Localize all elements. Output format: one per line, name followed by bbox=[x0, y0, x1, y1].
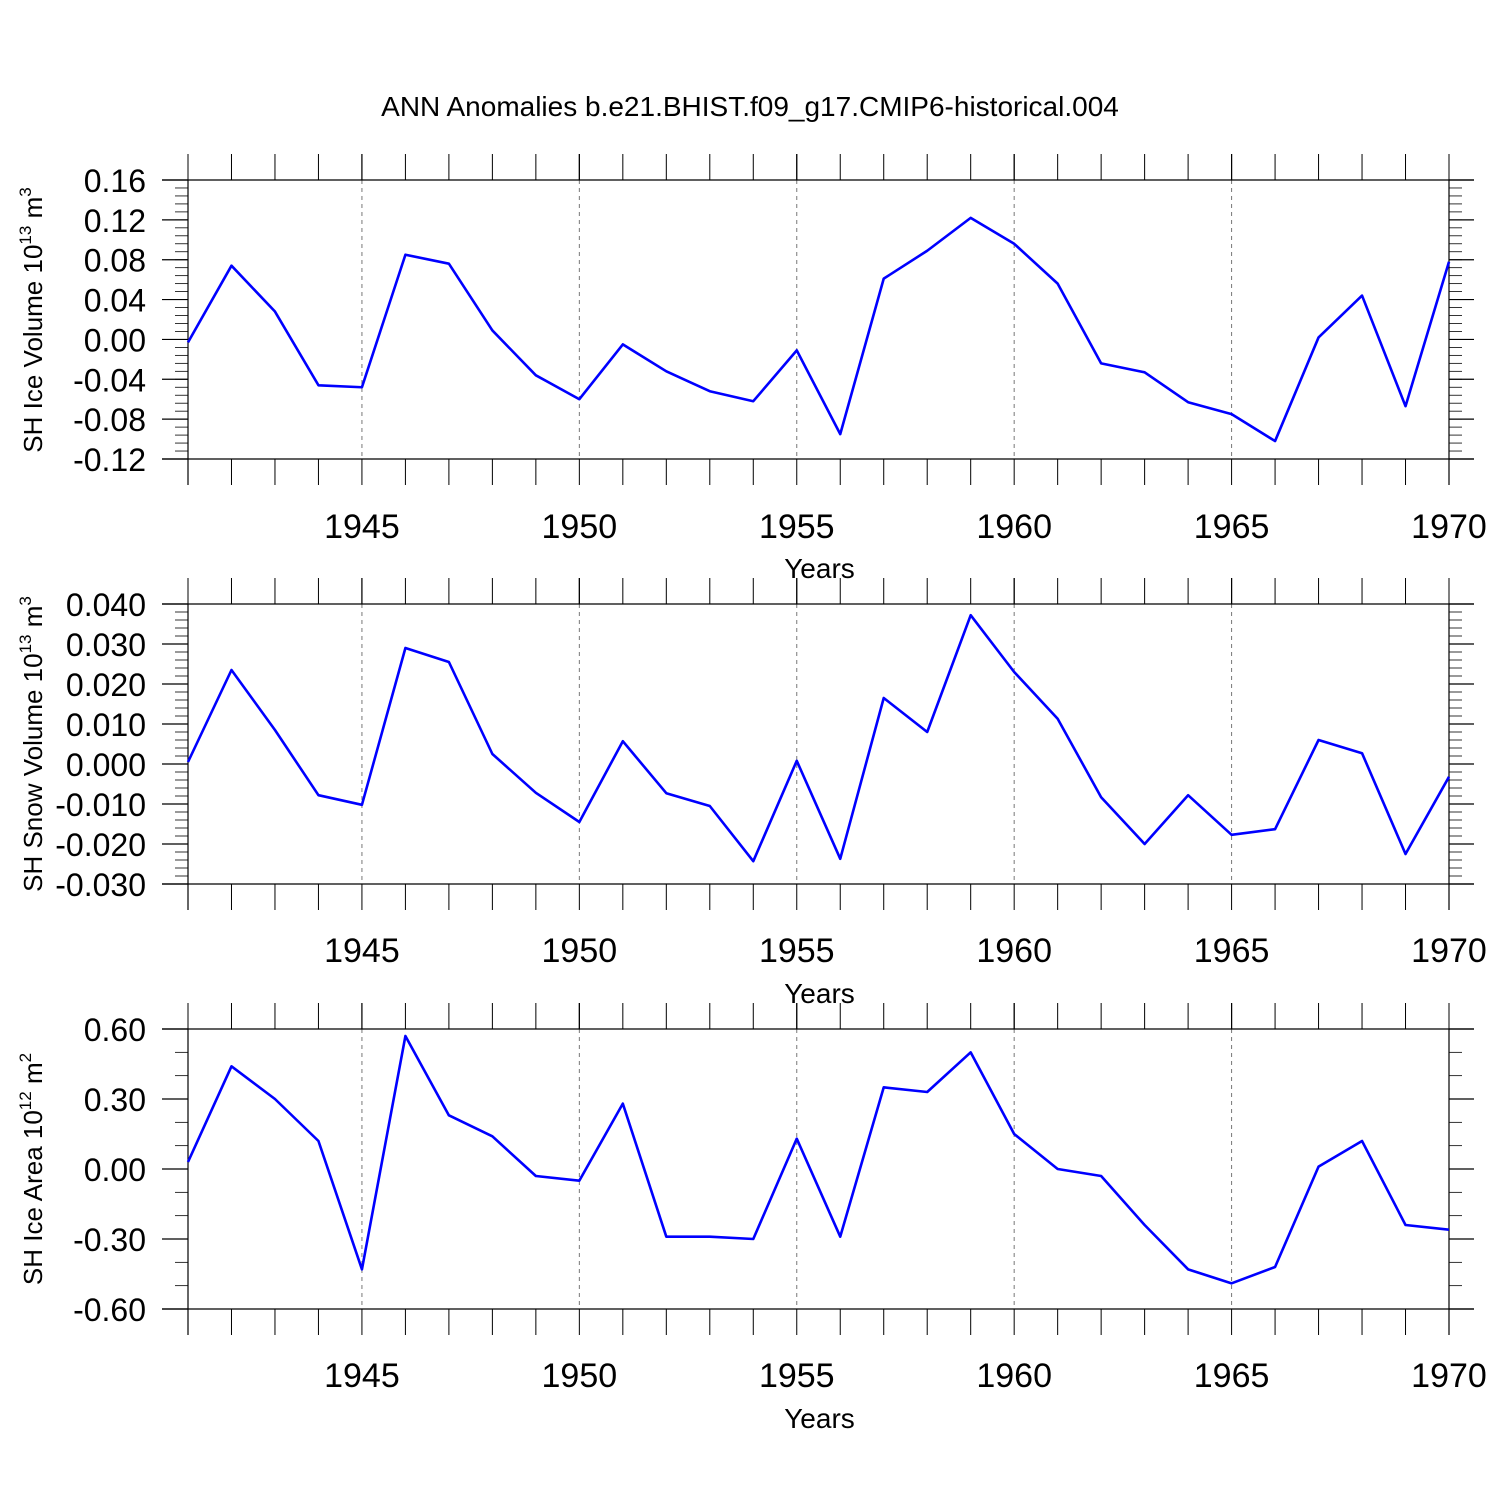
panel-ice-volume: 1945 1950 1955 1960 1965 1970 -0.12 -0.08 -0.04 0… bbox=[16, 154, 1487, 584]
y-axis-label-text: SH Ice Volume 10 bbox=[18, 245, 48, 453]
y-tick-label: 0.020 bbox=[66, 667, 146, 703]
x-tick-label: 1945 bbox=[324, 508, 400, 546]
y-tick-label: 0.30 bbox=[84, 1082, 146, 1118]
y-tick-label: 0.010 bbox=[66, 707, 146, 743]
x-tick-label: 1965 bbox=[1194, 1357, 1270, 1395]
y-tick-label: 0.60 bbox=[84, 1012, 146, 1048]
x-tick-label: 1955 bbox=[759, 1357, 835, 1395]
y-axis-label: SH Ice Area 1012 m2 bbox=[16, 1053, 48, 1285]
y-axis-label: SH Snow Volume 1013 m3 bbox=[16, 596, 48, 892]
x-tick-label: 1965 bbox=[1194, 932, 1270, 970]
y-tick-label: 0.08 bbox=[84, 243, 146, 279]
series-line bbox=[188, 218, 1449, 441]
y-axis-label-unit-exponent: 2 bbox=[16, 1053, 35, 1062]
y-axis-label-unit-exponent: 3 bbox=[16, 187, 35, 196]
x-axis-label: Years bbox=[784, 978, 855, 1009]
y-tick-label: -0.08 bbox=[73, 402, 146, 438]
x-tick-label: 1960 bbox=[976, 508, 1052, 546]
panel-snow-volume: 1945 1950 1955 1960 1965 1970 -0.030 -0.020 -0.0… bbox=[16, 578, 1487, 1009]
y-tick-label: -0.010 bbox=[55, 787, 146, 823]
x-tick-label: 1970 bbox=[1411, 508, 1487, 546]
y-tick-label: 0.04 bbox=[84, 283, 146, 319]
x-axis-label: Years bbox=[784, 1403, 855, 1434]
x-tick-label: 1955 bbox=[759, 932, 835, 970]
x-tick-label: 1970 bbox=[1411, 932, 1487, 970]
y-tick-label: 0.16 bbox=[84, 163, 146, 199]
y-axis-label-exponent: 13 bbox=[16, 634, 35, 653]
series-line bbox=[188, 1036, 1449, 1283]
y-axis-label-unit: m bbox=[18, 1062, 48, 1091]
y-axis-label-unit: m bbox=[18, 606, 48, 635]
y-axis-label-unit-exponent: 3 bbox=[16, 596, 35, 605]
y-tick-label: 0.030 bbox=[66, 627, 146, 663]
x-axis-label: Years bbox=[784, 553, 855, 584]
x-tick-label: 1955 bbox=[759, 508, 835, 546]
y-tick-label: -0.04 bbox=[73, 362, 146, 398]
panel-ice-area: 1945 1950 1955 1960 1965 1970 -0.60 -0.30 0.00 0.… bbox=[16, 1003, 1487, 1434]
figure-title: ANN Anomalies b.e21.BHIST.f09_g17.CMIP6-… bbox=[381, 91, 1119, 122]
x-tick-label: 1960 bbox=[976, 1357, 1052, 1395]
y-tick-label: -0.30 bbox=[73, 1222, 146, 1258]
x-tick-label: 1950 bbox=[542, 932, 618, 970]
x-tick-label: 1960 bbox=[976, 932, 1052, 970]
y-axis-label-text: SH Ice Area 10 bbox=[18, 1110, 48, 1285]
y-axis-label-exponent: 12 bbox=[16, 1091, 35, 1110]
x-tick-label: 1945 bbox=[324, 932, 400, 970]
y-axis-label-unit: m bbox=[18, 197, 48, 226]
x-tick-label: 1945 bbox=[324, 1357, 400, 1395]
y-tick-label: -0.020 bbox=[55, 827, 146, 863]
y-tick-label: 0.040 bbox=[66, 587, 146, 623]
y-tick-label: -0.60 bbox=[73, 1292, 146, 1328]
y-axis-label-exponent: 13 bbox=[16, 226, 35, 245]
x-tick-label: 1950 bbox=[542, 1357, 618, 1395]
y-axis-label: SH Ice Volume 1013 m3 bbox=[16, 187, 48, 452]
y-tick-label: 0.12 bbox=[84, 203, 146, 239]
y-axis-label-text: SH Snow Volume 10 bbox=[18, 653, 48, 891]
y-tick-label: 0.00 bbox=[84, 1152, 146, 1188]
x-tick-label: 1965 bbox=[1194, 508, 1270, 546]
y-tick-label: -0.12 bbox=[73, 442, 146, 478]
x-tick-label: 1970 bbox=[1411, 1357, 1487, 1395]
y-tick-label: -0.030 bbox=[55, 867, 146, 903]
x-tick-label: 1950 bbox=[542, 508, 618, 546]
series-line bbox=[188, 615, 1449, 861]
y-tick-label: 0.000 bbox=[66, 747, 146, 783]
y-tick-label: 0.00 bbox=[84, 322, 146, 358]
